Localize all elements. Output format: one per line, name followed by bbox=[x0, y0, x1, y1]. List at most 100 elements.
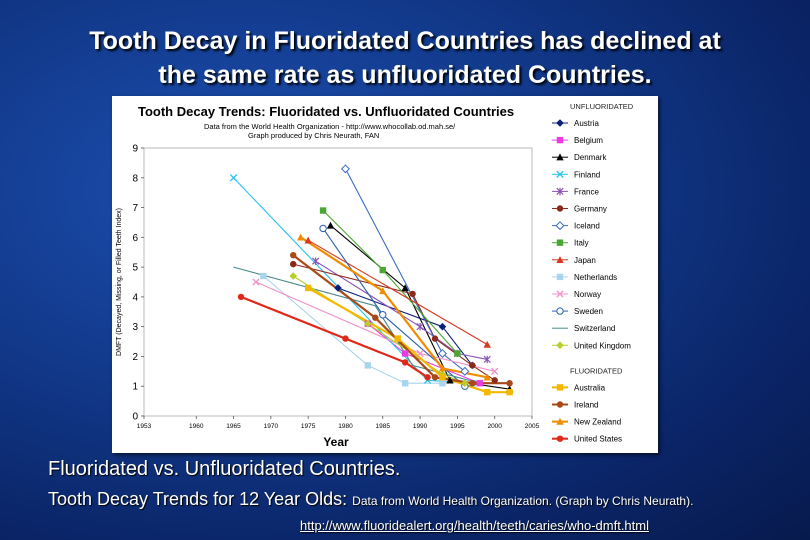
data-point-japan bbox=[304, 236, 312, 244]
legend-label-belgium: Belgium bbox=[574, 136, 603, 145]
data-point-denmark bbox=[446, 376, 454, 384]
chart-figure: Tooth Decay Trends: Fluoridated vs. Unfl… bbox=[112, 96, 658, 453]
data-point-belgium bbox=[401, 350, 409, 357]
x-tick-label: 1965 bbox=[226, 423, 241, 430]
x-tick-label: 2000 bbox=[487, 423, 502, 430]
y-tick-label: 0 bbox=[132, 412, 138, 423]
data-point-netherlands bbox=[364, 362, 372, 369]
data-point-australia bbox=[304, 284, 312, 292]
data-point-austria bbox=[438, 322, 447, 331]
legend-marker-belgium bbox=[556, 136, 564, 144]
legend-label-united-kingdom: United Kingdom bbox=[574, 341, 631, 350]
data-point-norway bbox=[491, 367, 499, 375]
x-tick-label: 1990 bbox=[413, 423, 428, 430]
legend-marker-italy bbox=[556, 239, 564, 246]
caption-line-1: Fluoridated vs. Unfluoridated Countries. bbox=[48, 458, 401, 480]
y-axis-label: DMFT (Decayed, Missing, or Filled Teeth … bbox=[116, 208, 123, 356]
data-point-australia bbox=[394, 335, 401, 342]
slide-title: Tooth Decay in Fluoridated Countries has… bbox=[20, 24, 790, 92]
data-point-sweden bbox=[319, 224, 327, 233]
legend-label-austria: Austria bbox=[574, 119, 599, 128]
data-point-united-kingdom bbox=[289, 272, 298, 280]
data-point-new-zealand bbox=[379, 287, 387, 295]
legend-label-sweden: Sweden bbox=[574, 307, 603, 316]
tooth-decay-chart: Tooth Decay Trends: Fluoridated vs. Unfl… bbox=[116, 102, 634, 449]
x-tick-label: 2005 bbox=[525, 423, 540, 430]
data-point-new-zealand bbox=[438, 364, 447, 372]
legend-marker-finland bbox=[556, 170, 564, 178]
data-point-france bbox=[311, 257, 320, 265]
data-point-united-states bbox=[342, 335, 349, 342]
data-point-germany bbox=[409, 290, 416, 298]
data-point-ireland bbox=[290, 252, 297, 259]
x-tick-label: 1980 bbox=[338, 423, 353, 430]
x-axis-label: Year bbox=[323, 435, 349, 449]
data-point-australia bbox=[484, 388, 491, 396]
legend-marker-australia bbox=[556, 384, 564, 391]
data-point-germany bbox=[431, 335, 439, 342]
data-point-netherlands bbox=[401, 380, 409, 387]
data-point-ireland bbox=[372, 314, 379, 321]
data-point-italy bbox=[319, 207, 327, 214]
y-tick-label: 4 bbox=[132, 292, 138, 303]
data-point-united-states bbox=[237, 293, 245, 301]
x-tick-label: 1975 bbox=[301, 423, 316, 430]
data-point-italy bbox=[379, 266, 386, 274]
legend-label-switzerland: Switzerland bbox=[574, 324, 615, 333]
legend-label-denmark: Denmark bbox=[574, 153, 607, 162]
chart-subtitle-1: Data from the World Health Organization … bbox=[204, 122, 456, 131]
series-line-netherlands bbox=[263, 275, 443, 384]
x-tick-label: 1970 bbox=[264, 423, 279, 430]
chart-title: Tooth Decay Trends: Fluoridated vs. Unfl… bbox=[138, 104, 514, 119]
legend-label-iceland: Iceland bbox=[574, 222, 600, 231]
series-line-united-states bbox=[240, 295, 429, 379]
data-point-denmark bbox=[326, 221, 335, 229]
legend-label-japan: Japan bbox=[574, 256, 596, 265]
data-point-united-kingdom bbox=[461, 379, 469, 388]
x-tick-label: 1953 bbox=[137, 423, 152, 430]
data-point-germany bbox=[491, 377, 498, 384]
data-point-denmark bbox=[401, 284, 409, 292]
y-tick-label: 8 bbox=[132, 173, 138, 184]
legend-marker-united-states bbox=[556, 435, 564, 442]
legend-marker-denmark bbox=[556, 153, 564, 161]
legend-label-finland: Finland bbox=[574, 170, 600, 179]
data-point-finland bbox=[229, 174, 238, 182]
data-point-new-zealand bbox=[296, 233, 305, 241]
data-point-norway bbox=[416, 349, 424, 358]
legend-marker-austria bbox=[556, 119, 564, 127]
data-point-australia bbox=[439, 374, 446, 381]
y-tick-label: 7 bbox=[132, 203, 138, 214]
data-point-iceland bbox=[340, 164, 350, 174]
legend-header-unfluoridated: UNFLUORIDATED bbox=[570, 102, 634, 111]
legend-label-germany: Germany bbox=[574, 205, 607, 214]
legend-marker-new-zealand bbox=[556, 417, 564, 425]
legend-marker-norway bbox=[556, 290, 564, 298]
data-point-ireland bbox=[431, 374, 439, 381]
data-point-france bbox=[483, 355, 491, 364]
legend-marker-sweden bbox=[556, 307, 564, 315]
data-point-germany bbox=[290, 260, 297, 268]
data-point-new-zealand bbox=[483, 373, 491, 381]
y-tick-label: 9 bbox=[132, 144, 138, 155]
legend-marker-iceland bbox=[555, 221, 565, 231]
caption-source-text: Data from World Health Organization. (Gr… bbox=[352, 494, 694, 508]
legend-marker-japan bbox=[556, 256, 564, 263]
x-tick-label: 1960 bbox=[189, 423, 204, 430]
data-point-united-states bbox=[424, 374, 431, 381]
source-link[interactable]: http://www.fluoridealert.org/health/teet… bbox=[300, 518, 649, 533]
data-point-france bbox=[416, 322, 424, 331]
legend-label-france: France bbox=[574, 187, 599, 196]
y-tick-label: 3 bbox=[132, 322, 138, 333]
legend-label-norway: Norway bbox=[574, 290, 601, 299]
data-point-ireland bbox=[506, 380, 513, 387]
legend-marker-france bbox=[556, 187, 564, 196]
data-point-ireland bbox=[469, 380, 476, 387]
data-point-iceland bbox=[460, 366, 470, 376]
data-point-norway bbox=[252, 278, 260, 286]
legend-marker-united-kingdom bbox=[556, 341, 564, 350]
y-tick-label: 2 bbox=[132, 352, 138, 363]
data-point-germany bbox=[469, 362, 476, 369]
x-tick-label: 1995 bbox=[450, 423, 465, 430]
data-point-netherlands bbox=[260, 272, 267, 280]
